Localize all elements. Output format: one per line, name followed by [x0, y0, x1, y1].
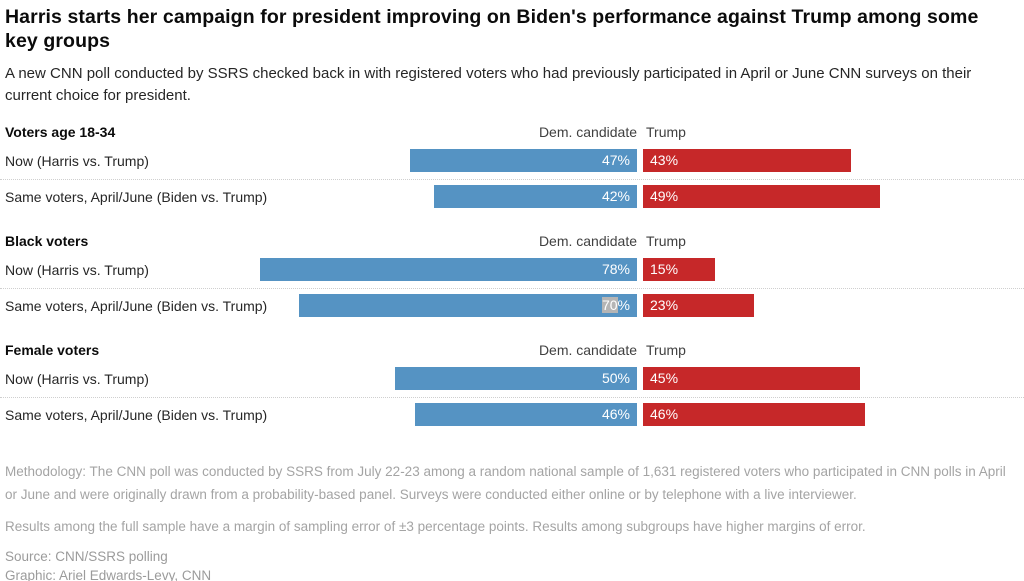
page-title: Harris starts her campaign for president… — [5, 6, 979, 52]
trump-bar: 46% — [643, 403, 865, 426]
margin-of-error-note: Results among the full sample have a mar… — [5, 519, 866, 534]
group-label: Voters age 18-34 — [5, 124, 116, 140]
group-label: Female voters — [5, 342, 100, 358]
bar-row: Now (Harris vs. Trump) 78% 15% — [0, 258, 1024, 281]
bar-row: Same voters, April/June (Biden vs. Trump… — [0, 294, 1024, 317]
dem-value-label: 70% — [601, 297, 630, 313]
trump-bar: 49% — [643, 185, 880, 208]
dem-bar: 47% — [410, 149, 637, 172]
row-label: Now (Harris vs. Trump) — [5, 152, 149, 169]
group-label: Black voters — [5, 233, 89, 249]
row-label: Same voters, April/June (Biden vs. Trump… — [5, 188, 268, 205]
chart-group: Female voters Dem. candidate Trump Now (Har… — [0, 342, 1024, 426]
row-separator — [0, 397, 1024, 398]
group-header: Black voters Dem. candidate Trump — [0, 233, 1024, 250]
trump-column-header: Trump — [646, 124, 686, 140]
trump-bar: 23% — [643, 294, 754, 317]
row-label: Same voters, April/June (Biden vs. Trump… — [5, 406, 268, 423]
dem-bar: 70% — [299, 294, 637, 317]
page-subtitle: A new CNN poll conducted by SSRS checked… — [5, 65, 972, 104]
trump-bar: 43% — [643, 149, 851, 172]
trump-column-header: Trump — [646, 233, 686, 249]
chart: Voters age 18-34 Dem. candidate Trump Now (… — [0, 124, 1024, 426]
credit-line: Graphic: Ariel Edwards-Levy, CNN — [5, 568, 212, 581]
dem-column-header: Dem. candidate — [538, 233, 637, 249]
dem-value-label: 50% — [601, 370, 630, 386]
dem-bar: 50% — [395, 367, 637, 390]
dem-bar: 78% — [260, 258, 637, 281]
bar-row: Now (Harris vs. Trump) 47% 43% — [0, 149, 1024, 172]
chart-group: Black voters Dem. candidate Trump Now (Harr… — [0, 233, 1024, 317]
dem-value-label: 42% — [601, 188, 630, 204]
source-line: Source: CNN/SSRS polling — [5, 549, 168, 564]
dem-value-label: 78% — [601, 261, 630, 277]
trump-value-label: 45% — [650, 370, 679, 386]
chart-group: Voters age 18-34 Dem. candidate Trump Now (… — [0, 124, 1024, 208]
trump-value-label: 49% — [650, 188, 679, 204]
row-separator — [0, 179, 1024, 180]
selected-text-highlight: 70 — [601, 297, 618, 313]
bar-row: Same voters, April/June (Biden vs. Trump… — [0, 185, 1024, 208]
bar-row: Same voters, April/June (Biden vs. Trump… — [0, 403, 1024, 426]
row-label: Now (Harris vs. Trump) — [5, 261, 149, 278]
trump-value-label: 46% — [650, 406, 679, 422]
group-header: Female voters Dem. candidate Trump — [0, 342, 1024, 359]
group-header: Voters age 18-34 Dem. candidate Trump — [0, 124, 1024, 141]
dem-bar: 42% — [434, 185, 637, 208]
dem-value-label: 46% — [601, 406, 630, 422]
trump-value-label: 15% — [650, 261, 679, 277]
dem-column-header: Dem. candidate — [538, 342, 637, 358]
trump-bar: 15% — [643, 258, 715, 281]
row-label: Same voters, April/June (Biden vs. Trump… — [5, 297, 268, 314]
trump-column-header: Trump — [646, 342, 686, 358]
methodology-text: Methodology: The CNN poll was conducted … — [5, 464, 1006, 502]
dem-column-header: Dem. candidate — [538, 124, 637, 140]
row-label: Now (Harris vs. Trump) — [5, 370, 149, 387]
trump-value-label: 43% — [650, 152, 679, 168]
dem-bar: 46% — [415, 403, 637, 426]
bar-row: Now (Harris vs. Trump) 50% 45% — [0, 367, 1024, 390]
dem-value-label: 47% — [601, 152, 630, 168]
trump-bar: 45% — [643, 367, 860, 390]
row-separator — [0, 288, 1024, 289]
trump-value-label: 23% — [650, 297, 679, 313]
